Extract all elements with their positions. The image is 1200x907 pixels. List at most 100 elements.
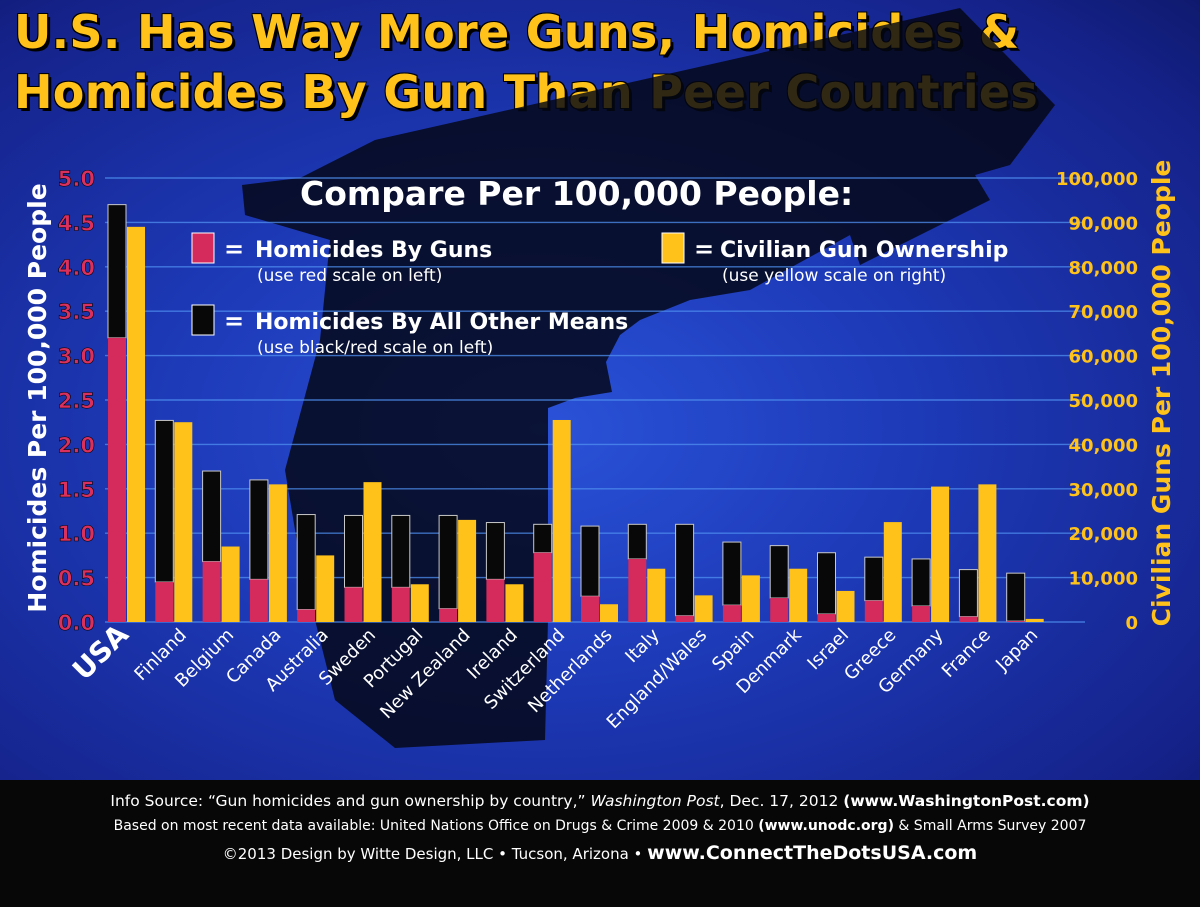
right-tick-label: 70,000 — [1069, 302, 1138, 323]
bar-other-homicides — [958, 569, 978, 618]
category-labels: USAFinlandBelgiumCanadaAustraliaSwedenPo… — [66, 617, 1042, 733]
right-tick-label: 20,000 — [1069, 524, 1138, 545]
bar-other-homicides — [107, 204, 127, 339]
left-tick-label: 4.5 — [58, 211, 95, 235]
bar-gun-homicides — [439, 608, 458, 622]
category-label: Japan — [991, 625, 1042, 676]
bar-other-homicides — [675, 523, 695, 617]
bar-gun-homicides — [1006, 621, 1025, 622]
footer-source-text: Info Source: “Gun homicides and gun owne… — [110, 792, 591, 810]
bar-gun-ownership — [363, 482, 382, 622]
bar-chart: 0.0 0.5 1.0 1.5 2.0 2.5 3.0 3.5 4.0 4.5 5.0 0 10,00… — [23, 8, 1176, 748]
bar-gun-ownership — [647, 568, 666, 622]
bar-other-homicides — [769, 545, 789, 599]
legend-note-guns: (use red scale on left) — [257, 266, 442, 286]
footer-site-link[interactable]: www.ConnectTheDotsUSA.com — [647, 842, 978, 864]
bar-gun-homicides — [202, 561, 221, 622]
source-footer: Info Source: “Gun homicides and gun owne… — [0, 780, 1200, 907]
bar-gun-ownership — [127, 226, 145, 622]
right-tick-label: 90,000 — [1069, 213, 1138, 234]
bar-gun-ownership — [836, 590, 855, 622]
bar-gun-homicides — [912, 606, 931, 622]
bar-gun-ownership — [268, 484, 287, 622]
footer-line-1: Info Source: “Gun homicides and gun owne… — [0, 792, 1200, 810]
bar-gun-homicides — [864, 600, 883, 622]
legend-swatch-other — [191, 304, 215, 336]
bar-other-homicides — [154, 419, 174, 583]
bar-other-homicides — [580, 525, 600, 597]
bar-gun-ownership — [505, 584, 524, 622]
bar-gun-ownership — [221, 546, 240, 622]
bar-other-homicides — [864, 556, 884, 602]
bar-gun-ownership — [410, 584, 429, 622]
left-tick-label: 0.5 — [58, 567, 95, 591]
bar-other-homicides — [722, 541, 742, 606]
legend-note-other: (use black/red scale on left) — [257, 338, 493, 358]
footer-line-3: ©2013 Design by Witte Design, LLC • Tucs… — [0, 842, 1200, 864]
bar-gun-homicides — [486, 579, 505, 622]
right-tick-label: 80,000 — [1069, 258, 1138, 279]
bar-gun-ownership — [883, 522, 902, 622]
bar-gun-homicides — [391, 587, 410, 622]
bar-gun-homicides — [817, 614, 836, 622]
left-tick-label: 4.0 — [58, 256, 95, 280]
right-tick-label: 10,000 — [1069, 569, 1138, 590]
bar-gun-homicides — [108, 337, 126, 622]
legend-label-guns: Homicides By Guns — [255, 238, 492, 263]
left-tick-label: 0.0 — [58, 611, 95, 635]
legend-label-ownership: Civilian Gun Ownership — [720, 238, 1008, 263]
bar-other-homicides — [533, 523, 553, 554]
bar-gun-ownership — [552, 419, 571, 622]
bar-gun-ownership — [978, 484, 997, 622]
bar-other-homicides — [438, 514, 458, 610]
bar-other-homicides — [1006, 572, 1026, 622]
bar-gun-ownership — [316, 555, 335, 622]
right-tick-label: 30,000 — [1069, 480, 1138, 501]
left-tick-label: 5.0 — [58, 167, 95, 191]
footer-basis-text: Based on most recent data available: Uni… — [113, 818, 759, 834]
legend-swatch-guns — [191, 232, 215, 264]
footer-survey-text: & Small Arms Survey 2007 — [893, 818, 1087, 834]
left-axis-label: Homicides Per 100,000 People — [23, 183, 52, 612]
bar-other-homicides — [485, 522, 505, 580]
bar-other-homicides — [817, 552, 836, 615]
bar-gun-homicides — [770, 598, 789, 622]
bar-gun-homicides — [344, 587, 363, 622]
bar-other-homicides — [202, 470, 222, 563]
bar-gun-homicides — [581, 596, 599, 622]
right-axis-label: Civilian Guns Per 100,000 People — [1147, 160, 1176, 627]
bar-gun-homicides — [297, 609, 316, 622]
footer-wapo-link[interactable]: (www.WashingtonPost.com) — [843, 792, 1090, 810]
left-tick-label: 3.0 — [58, 345, 95, 369]
legend-eq-other: = — [224, 307, 244, 335]
bar-other-homicides — [296, 514, 316, 611]
bar-gun-ownership — [931, 486, 950, 622]
bar-gun-ownership — [600, 604, 618, 622]
bar-gun-homicides — [249, 579, 268, 622]
right-tick-label: 50,000 — [1069, 391, 1138, 412]
right-tick-label: 0 — [1125, 613, 1138, 634]
bar-gun-homicides — [959, 616, 978, 622]
footer-date: , Dec. 17, 2012 — [719, 792, 844, 810]
right-tick-label: 60,000 — [1069, 347, 1138, 368]
legend-swatch-ownership — [661, 232, 685, 264]
bar-other-homicides — [391, 514, 411, 588]
bars — [107, 204, 1044, 622]
footer-unodc-link[interactable]: (www.unodc.org) — [758, 818, 894, 834]
left-tick-label: 1.5 — [58, 478, 95, 502]
category-label: Italy — [621, 624, 664, 667]
bar-gun-homicides — [675, 615, 694, 622]
right-tick-label: 100,000 — [1056, 169, 1138, 190]
bar-gun-homicides — [533, 552, 552, 622]
footer-line-2: Based on most recent data available: Uni… — [0, 818, 1200, 834]
left-axis-ticks: 0.0 0.5 1.0 1.5 2.0 2.5 3.0 3.5 4.0 4.5 5.0 — [57, 167, 95, 636]
bar-other-homicides — [249, 479, 269, 580]
left-tick-label: 1.0 — [58, 522, 95, 546]
bar-other-homicides — [344, 514, 363, 588]
bar-gun-ownership — [1025, 618, 1044, 622]
right-axis-ticks: 0 10,000 20,000 30,000 40,000 50,000 60,000 70,… — [1056, 169, 1138, 634]
bar-gun-homicides — [155, 582, 174, 622]
bar-gun-homicides — [722, 605, 741, 622]
legend-heading: Compare Per 100,000 People: — [300, 174, 853, 213]
bar-gun-ownership — [741, 575, 760, 622]
